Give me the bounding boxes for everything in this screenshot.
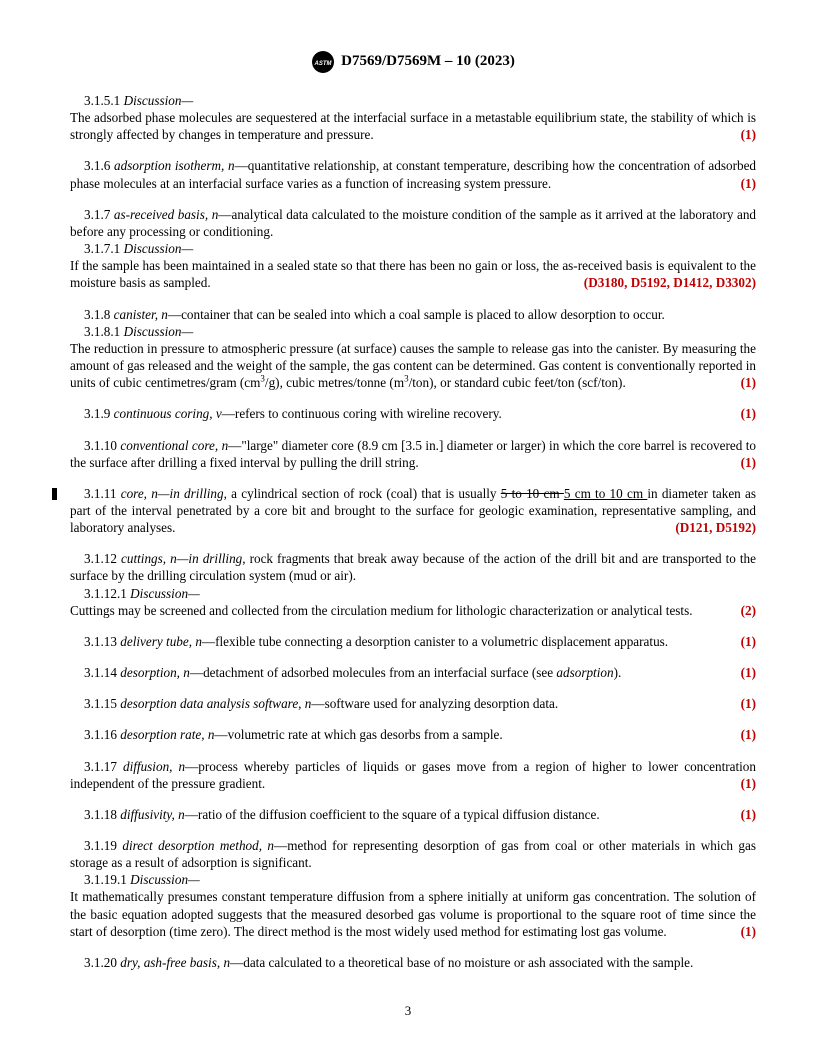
discussion-body: The reduction in pressure to atmospheric… [70,340,756,391]
reference-marker: (1) [727,633,756,650]
definition-entry: 3.1.7 as-received basis, n—analytical da… [70,206,756,292]
discussion-heading: 3.1.12.1 Discussion— [70,585,756,602]
discussion-body: It mathematically presumes constant temp… [70,888,756,939]
term-definition: 3.1.9 continuous coring, v—refers to con… [70,405,756,422]
discussion-heading: 3.1.19.1 Discussion— [70,871,756,888]
definition-entry: 3.1.10 conventional core, n—"large" diam… [70,437,756,471]
reference-marker: (1) [727,695,756,712]
reference-marker: (1) [727,405,756,422]
term-definition: 3.1.11 core, n—in drilling, a cylindrica… [70,485,756,536]
definition-entry: 3.1.9 continuous coring, v—refers to con… [70,405,756,422]
definition-entry: 3.1.20 dry, ash-free basis, n—data calcu… [70,954,756,971]
term-definition: 3.1.10 conventional core, n—"large" diam… [70,437,756,471]
term-definition: 3.1.12 cuttings, n—in drilling, rock fra… [70,550,756,584]
reference-marker: (D3180, D5192, D1412, D3302) [584,274,756,291]
reference-marker: (1) [741,923,756,940]
discussion-body: Cuttings may be screened and collected f… [70,602,756,619]
standard-reference-link[interactable]: D5192 [716,520,752,535]
definition-entry: 3.1.14 desorption, n—detachment of adsor… [70,664,756,681]
discussion-heading: 3.1.7.1 Discussion— [70,240,756,257]
term-definition: 3.1.18 diffusivity, n—ratio of the diffu… [70,806,756,823]
definition-entry: 3.1.16 desorption rate, n—volumetric rat… [70,726,756,743]
definition-entry: 3.1.13 delivery tube, n—flexible tube co… [70,633,756,650]
definition-entry: 3.1.8 canister, n—container that can be … [70,306,756,392]
term-definition: 3.1.8 canister, n—container that can be … [70,306,756,323]
reference-marker: (1) [741,126,756,143]
term-definition: 3.1.14 desorption, n—detachment of adsor… [70,664,756,681]
definition-entry: 3.1.12 cuttings, n—in drilling, rock fra… [70,550,756,619]
discussion-body: The adsorbed phase molecules are sequest… [70,109,756,143]
term-definition: 3.1.20 dry, ash-free basis, n—data calcu… [70,954,756,971]
svg-text:ASTM: ASTM [314,61,333,67]
document-page: ASTM D7569/D7569M – 10 (2023) 3.1.5.1 Di… [0,0,816,1056]
discussion-body: If the sample has been maintained in a s… [70,257,756,291]
reference-marker: (D121, D5192) [661,519,756,536]
reference-marker: (1) [741,374,756,391]
standard-reference-link[interactable]: D3180 [588,275,624,290]
reference-marker: (1) [727,175,756,192]
change-bar-icon [52,488,57,500]
term-definition: 3.1.13 delivery tube, n—flexible tube co… [70,633,756,650]
reference-marker: (1) [727,775,756,792]
reference-marker: (2) [741,602,756,619]
reference-marker: (1) [727,454,756,471]
definition-entry: 3.1.5.1 Discussion—The adsorbed phase mo… [70,92,756,143]
term-definition: 3.1.16 desorption rate, n—volumetric rat… [70,726,756,743]
definition-entry: 3.1.19 direct desorption method, n—metho… [70,837,756,940]
term-definition: 3.1.19 direct desorption method, n—metho… [70,837,756,871]
definition-entry: 3.1.6 adsorption isotherm, n—quantitativ… [70,157,756,191]
term-definition: 3.1.7 as-received basis, n—analytical da… [70,206,756,240]
term-definition: 3.1.6 adsorption isotherm, n—quantitativ… [70,157,756,191]
standard-reference-link[interactable]: D1412 [673,275,709,290]
definition-entry: 3.1.17 diffusion, n—process whereby part… [70,758,756,792]
definition-entry: 3.1.15 desorption data analysis software… [70,695,756,712]
standard-reference-link[interactable]: D121 [680,520,709,535]
reference-marker: (1) [727,664,756,681]
discussion-heading: 3.1.8.1 Discussion— [70,323,756,340]
astm-logo-icon: ASTM [311,50,335,74]
reference-marker: (1) [727,726,756,743]
page-number: 3 [0,1003,816,1020]
term-definition: 3.1.15 desorption data analysis software… [70,695,756,712]
definition-entry: 3.1.11 core, n—in drilling, a cylindrica… [70,485,756,536]
definition-entry: 3.1.18 diffusivity, n—ratio of the diffu… [70,806,756,823]
reference-marker: (1) [727,806,756,823]
term-definition: 3.1.17 diffusion, n—process whereby part… [70,758,756,792]
discussion-heading: 3.1.5.1 Discussion— [70,92,756,109]
standard-reference-link[interactable]: D3302 [716,275,752,290]
page-header: ASTM D7569/D7569M – 10 (2023) [70,50,756,74]
standard-reference-link[interactable]: D5192 [631,275,667,290]
definitions-list: 3.1.5.1 Discussion—The adsorbed phase mo… [70,92,756,971]
header-designation: D7569/D7569M – 10 (2023) [341,52,515,72]
